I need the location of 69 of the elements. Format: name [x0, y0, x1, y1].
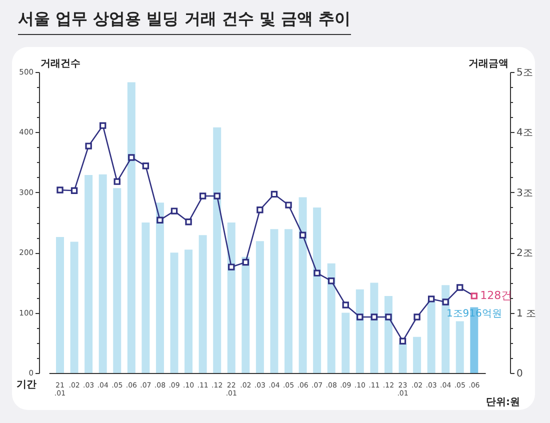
point — [114, 178, 120, 185]
point — [399, 338, 406, 344]
bar — [142, 222, 150, 373]
y-axis-title: 거래건수 — [40, 58, 80, 70]
y2-axis-title: 거래금액 — [468, 58, 508, 70]
point — [314, 270, 320, 276]
point — [456, 284, 464, 291]
point — [56, 186, 64, 194]
x-axis-title: 기간 — [16, 380, 36, 390]
bar — [242, 256, 250, 373]
bar — [70, 242, 78, 373]
bar — [356, 289, 364, 373]
point — [214, 192, 220, 200]
bar — [413, 336, 422, 373]
bar — [84, 174, 93, 373]
point — [85, 142, 92, 150]
y2-tick-label: 4조 — [516, 128, 533, 139]
bar — [313, 207, 322, 373]
chart-title: 서울 업무 상업용 빌딩 거래 건수 및 금액 추이 — [18, 9, 351, 35]
bar — [113, 188, 122, 373]
point — [442, 298, 449, 306]
bar — [398, 344, 407, 373]
point — [270, 190, 278, 198]
bar — [342, 312, 350, 373]
y2-tick-label: 3조 — [516, 188, 533, 199]
bar — [284, 229, 292, 373]
point — [299, 232, 306, 238]
point — [128, 154, 135, 161]
point — [199, 192, 206, 200]
point — [156, 216, 164, 224]
bar — [427, 300, 436, 373]
y2-tick-label: 5조 — [516, 68, 533, 78]
point — [356, 314, 364, 320]
point — [342, 302, 349, 308]
y2-tick-label: 2조 — [516, 248, 533, 260]
bar — [184, 250, 193, 373]
point — [428, 296, 435, 302]
text: 단위:원 — [486, 397, 520, 408]
point — [414, 314, 420, 320]
bar — [98, 174, 107, 373]
point — [185, 218, 192, 226]
bar — [456, 321, 464, 373]
point — [142, 162, 150, 170]
bar — [256, 241, 264, 373]
bar — [156, 202, 164, 373]
bar — [127, 82, 136, 373]
bar — [384, 296, 392, 373]
point — [370, 314, 378, 320]
y2-tick-label: 0 — [516, 368, 523, 380]
bar — [56, 236, 64, 373]
point — [385, 314, 392, 320]
point — [70, 187, 78, 194]
point — [228, 264, 235, 270]
point — [256, 206, 264, 214]
bar — [298, 197, 307, 373]
point — [328, 278, 335, 284]
bar — [270, 229, 278, 373]
bar — [327, 263, 336, 373]
bar — [170, 252, 178, 373]
point — [242, 258, 250, 266]
bar — [370, 282, 378, 373]
point — [99, 122, 106, 129]
bar — [198, 235, 207, 373]
bar — [213, 127, 222, 373]
point — [470, 292, 478, 300]
y2-tick-label: 1 조 — [516, 308, 536, 320]
point — [285, 202, 292, 208]
bar — [227, 222, 236, 373]
point — [170, 208, 178, 214]
